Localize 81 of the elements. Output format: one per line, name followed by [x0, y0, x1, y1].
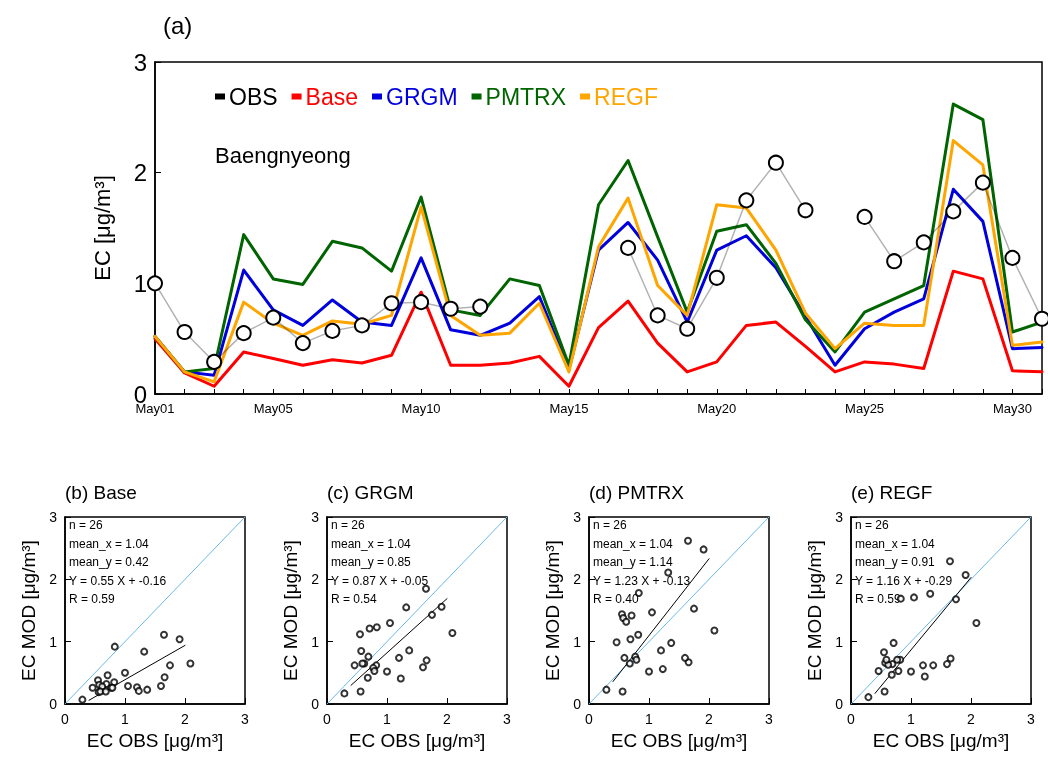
y-tick-label: 3	[835, 509, 844, 525]
y-tick-label: 0	[573, 696, 582, 712]
x-axis-title: EC OBS [μg/m³]	[86, 729, 224, 751]
y-axis-title: EC [μg/m³]	[89, 175, 115, 281]
y-tick-label: 3	[311, 509, 320, 525]
x-tick-label: 3	[765, 711, 774, 727]
annotation: mean_x = 1.04	[331, 536, 412, 551]
y-tick-label: 2	[49, 571, 58, 588]
y-tick-label: 1	[573, 633, 582, 650]
x-tick-label: 0	[585, 711, 594, 727]
legend-label: REGF	[594, 83, 658, 110]
x-tick-label: 0	[847, 711, 856, 727]
x-tick-label: 3	[1027, 711, 1036, 727]
chart-title: (b) Base	[65, 482, 137, 503]
y-tick-label: 3	[573, 509, 582, 525]
annotation: Baengnyeong	[215, 142, 351, 168]
annotation: Y = 1.23 X + -0.13	[593, 573, 691, 588]
y-tick-label: 1	[835, 633, 844, 650]
annotation: mean_x = 1.04	[855, 536, 936, 551]
annotation: R = 0.40	[593, 592, 640, 606]
annotation: mean_x = 1.04	[69, 536, 150, 551]
x-tick-label: 1	[907, 711, 916, 727]
legend-label: GRGM	[386, 83, 458, 110]
y-tick-label: 0	[835, 696, 844, 712]
annotation: mean_y = 1.14	[593, 555, 674, 569]
annotation: Y = 0.55 X + -0.16	[69, 573, 167, 588]
y-tick-label: 1	[311, 633, 320, 650]
y-tick-label: 3	[49, 509, 58, 525]
x-tick-label: 1	[383, 711, 392, 727]
x-tick-label: 3	[241, 711, 250, 727]
x-tick-label: May20	[697, 401, 737, 416]
x-tick-label: 1	[121, 711, 130, 727]
annotation: R = 0.59	[69, 592, 116, 606]
y-tick-label: 1	[49, 633, 58, 650]
x-tick-label: 0	[61, 711, 70, 727]
x-tick-label: 3	[503, 711, 512, 727]
y-tick-label: 1	[133, 269, 147, 297]
x-tick-label: May05	[253, 401, 293, 416]
annotation: mean_y = 0.85	[331, 555, 412, 569]
y-tick-label: 0	[311, 696, 320, 712]
annotation: n = 26	[331, 518, 366, 532]
x-tick-label: May10	[401, 401, 441, 416]
x-tick-label: 2	[443, 711, 452, 727]
chart-title: (a)	[163, 11, 193, 39]
legend-label: OBS	[229, 83, 278, 110]
x-tick-label: 0	[323, 711, 332, 727]
y-tick-label: 2	[311, 571, 320, 588]
annotation: mean_y = 0.91	[855, 555, 936, 569]
x-tick-label: 2	[181, 711, 190, 727]
y-tick-label: 2	[573, 571, 582, 588]
y-axis-title: EC MOD [μg/m³]	[804, 540, 826, 681]
annotation: Y = 0.87 X + -0.05	[331, 573, 429, 588]
chart-title: (c) GRGM	[327, 482, 414, 503]
annotation: Y = 1.16 X + -0.29	[855, 573, 953, 588]
x-axis-title: EC OBS [μg/m³]	[872, 729, 1010, 751]
annotation: n = 26	[69, 518, 104, 532]
x-tick-label: May25	[845, 401, 885, 416]
y-tick-label: 2	[835, 571, 844, 588]
annotation: mean_y = 0.42	[69, 555, 150, 569]
y-tick-label: 0	[49, 696, 58, 712]
x-axis-title: EC OBS [μg/m³]	[348, 729, 486, 751]
x-tick-label: 2	[705, 711, 714, 727]
y-axis-title: EC MOD [μg/m³]	[542, 540, 564, 681]
x-axis-title: EC OBS [μg/m³]	[610, 729, 748, 751]
chart-title: (e) REGF	[851, 482, 933, 503]
y-axis-title: EC MOD [μg/m³]	[280, 540, 302, 681]
x-tick-label: 2	[967, 711, 976, 727]
annotation: n = 26	[855, 518, 890, 532]
annotation: mean_x = 1.04	[593, 536, 674, 551]
x-tick-label: May30	[992, 401, 1032, 416]
legend-label: Base	[305, 83, 359, 110]
chart-title: (d) PMTRX	[589, 482, 685, 503]
annotation: n = 26	[593, 518, 628, 532]
x-tick-label: May15	[549, 401, 589, 416]
y-tick-label: 2	[133, 159, 147, 187]
legend-label: PMTRX	[485, 83, 567, 110]
y-tick-label: 3	[133, 48, 147, 76]
y-axis-title: EC MOD [μg/m³]	[18, 540, 40, 681]
x-tick-label: 1	[645, 711, 654, 727]
annotation: R = 0.54	[331, 592, 378, 606]
annotation: R = 0.59	[855, 592, 902, 606]
